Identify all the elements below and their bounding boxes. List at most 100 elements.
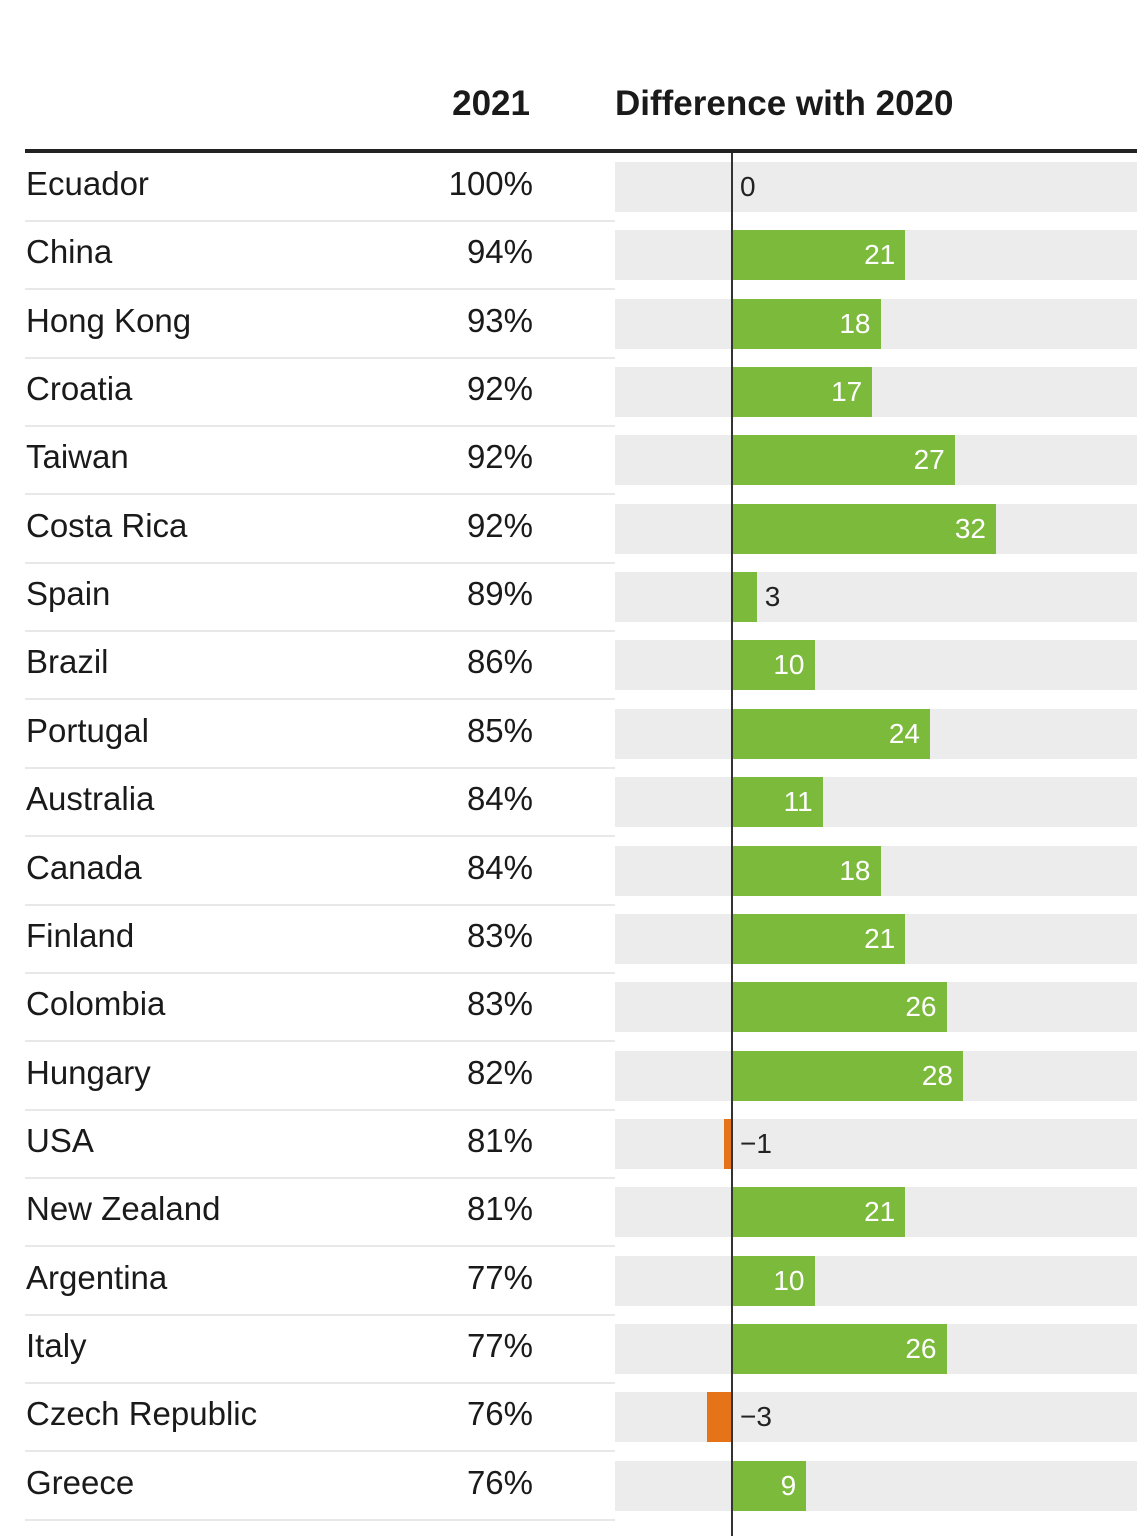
- diff-bar-negative: [723, 1118, 732, 1169]
- pct-2021-value: 84%: [466, 848, 533, 886]
- diff-bar-positive: [732, 367, 873, 418]
- diff-bar-positive: [732, 777, 823, 828]
- diff-value-label: 27: [913, 444, 945, 476]
- pct-2021-value: 77%: [466, 1258, 533, 1296]
- bar-track: [615, 1255, 1137, 1306]
- country-label: Argentina: [26, 1258, 168, 1296]
- row-divider: [25, 1245, 615, 1248]
- bar-track: [615, 1118, 1137, 1169]
- table-row: Italy 77% 26: [0, 1315, 1137, 1384]
- row-divider: [25, 1518, 615, 1521]
- diff-value-label: 21: [864, 922, 896, 954]
- pct-2021-value: 76%: [466, 1395, 533, 1433]
- row-divider: [25, 971, 615, 974]
- bar-track: [615, 162, 1137, 212]
- pct-2021-value: 84%: [466, 780, 533, 818]
- table-row: Canada 84% 18: [0, 837, 1137, 906]
- row-divider: [25, 288, 615, 291]
- pct-2021-value: 83%: [466, 985, 533, 1023]
- country-label: Czech Republic: [26, 1395, 258, 1433]
- pct-2021-value: 92%: [466, 438, 533, 476]
- pct-2021-value: 89%: [466, 575, 533, 613]
- country-label: Colombia: [26, 985, 166, 1023]
- country-label: Greece: [26, 1463, 135, 1501]
- country-label: Australia: [26, 780, 155, 818]
- diff-value-label: 21: [864, 239, 896, 271]
- table-row: Taiwan 92% 27: [0, 426, 1137, 496]
- diff-value-label: 26: [905, 991, 937, 1023]
- country-label: Croatia: [26, 370, 133, 408]
- diff-bar-positive: [732, 1460, 807, 1511]
- table-row: Czech Republic 76% −3: [0, 1383, 1137, 1453]
- table-row: Hong Kong 93% 18: [0, 290, 1137, 359]
- diff-value-label: 3: [764, 581, 781, 613]
- diff-value-label: 17: [831, 376, 863, 408]
- diff-value-label: 21: [864, 1196, 896, 1228]
- row-divider: [25, 903, 615, 906]
- bar-track: [615, 640, 1137, 691]
- pct-2021-value: 94%: [466, 233, 533, 271]
- row-divider: [25, 425, 615, 428]
- diff-bar-positive: [732, 503, 996, 554]
- diff-bar-positive: [732, 298, 881, 349]
- diff-bar-positive: [732, 1187, 906, 1238]
- diff-value-label: −3: [740, 1401, 772, 1433]
- row-divider: [25, 493, 615, 496]
- zero-baseline: [731, 153, 733, 1536]
- diff-value-label: 9: [780, 1469, 797, 1501]
- bar-track: [615, 777, 1137, 828]
- row-divider: [25, 698, 615, 701]
- row-divider: [25, 1381, 615, 1384]
- table-row: Spain 89% 3: [0, 563, 1137, 633]
- diff-bar-positive: [732, 572, 757, 623]
- row-divider: [25, 1450, 615, 1453]
- diff-value-label: 10: [773, 1264, 805, 1296]
- table-row: Croatia 92% 17: [0, 358, 1137, 428]
- column-header-difference: Difference with 2020: [615, 84, 954, 123]
- diff-value-label: −1: [740, 1127, 772, 1159]
- bar-track: [615, 1392, 1137, 1443]
- diff-value-label: 0: [740, 171, 756, 202]
- table-row: Ecuador 100% 0: [0, 153, 1137, 222]
- pct-2021-value: 76%: [466, 1463, 533, 1501]
- pct-2021-value: 81%: [466, 1190, 533, 1228]
- diff-bar-positive: [732, 1323, 947, 1374]
- diff-bar-negative: [707, 1392, 732, 1443]
- diff-value-label: 18: [839, 854, 871, 886]
- column-header-2021: 2021: [452, 84, 530, 123]
- country-label: Finland: [26, 916, 135, 954]
- table-row: New Zealand 81% 21: [0, 1178, 1137, 1248]
- country-label: China: [26, 233, 113, 271]
- table-row: Hungary 82% 28: [0, 1042, 1137, 1111]
- diff-value-label: 24: [888, 717, 920, 749]
- bar-track: [615, 1460, 1137, 1511]
- pct-2021-value: 83%: [466, 916, 533, 954]
- pct-2021-value: 77%: [466, 1326, 533, 1364]
- table-row: Greece 76% 9: [0, 1452, 1137, 1521]
- table-row: Portugal 85% 24: [0, 700, 1137, 769]
- country-label: Hungary: [26, 1053, 151, 1091]
- diff-bar-positive: [732, 845, 881, 896]
- bar-track: [615, 572, 1137, 623]
- diff-bar-positive: [732, 435, 955, 486]
- pct-2021-value: 81%: [466, 1121, 533, 1159]
- diff-bar-positive: [732, 230, 906, 281]
- pct-2021-value: 92%: [466, 506, 533, 544]
- diff-value-label: 18: [839, 307, 871, 339]
- row-divider: [25, 356, 615, 359]
- country-label: Taiwan: [26, 438, 129, 476]
- table-row: Brazil 86% 10: [0, 631, 1137, 701]
- diff-bar-positive: [732, 640, 815, 691]
- table-row: Finland 83% 21: [0, 905, 1137, 974]
- country-label: Italy: [26, 1326, 87, 1364]
- country-label: USA: [26, 1121, 94, 1159]
- country-label: Spain: [26, 575, 111, 613]
- row-divider: [25, 561, 615, 564]
- bar-track: [615, 367, 1137, 418]
- diff-bar-positive: [732, 708, 930, 759]
- row-divider: [25, 1176, 615, 1179]
- country-label: Costa Rica: [26, 506, 188, 544]
- diff-value-label: 10: [773, 649, 805, 681]
- pct-2021-value: 92%: [466, 370, 533, 408]
